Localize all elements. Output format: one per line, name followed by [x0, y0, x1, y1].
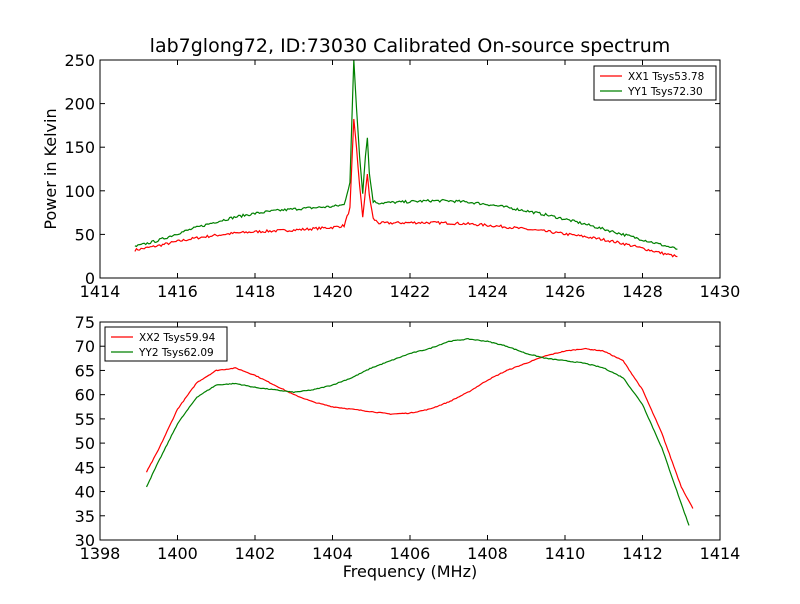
y-tick-label: 150: [64, 138, 95, 157]
series-line-2-1: [145, 347, 694, 509]
y-tick-label: 100: [64, 182, 95, 201]
x-tick-label: 1412: [622, 544, 663, 563]
bottom-x-axis-label: Frequency (MHz): [343, 562, 477, 581]
x-tick-label: 1416: [157, 282, 198, 301]
top-plot-lines: [134, 59, 678, 258]
legend-box: [593, 65, 717, 101]
bottom-plot-lines: [145, 337, 694, 526]
bottom-plot-ticks: 1398 1400 1402 1404 1406 1408 1410 1412 1414 30 35…: [75, 313, 741, 563]
x-tick-label: 1398: [80, 544, 121, 563]
legend-label: XX1 Tsys53.78: [628, 71, 704, 83]
legend-label: YY1 Tsys72.30: [627, 86, 703, 98]
x-tick-label: 1406: [390, 544, 431, 563]
series-line-1-1: [134, 118, 678, 258]
y-tick-label: 30: [75, 531, 95, 550]
x-tick-label: 1430: [700, 282, 741, 301]
x-tick-label: 1408: [467, 544, 508, 563]
y-tick-label: 35: [75, 507, 95, 526]
chart-title: lab7glong72, ID:73030 Calibrated On-sour…: [150, 35, 671, 57]
bottom-legend: XX2 Tsys59.94 YY2 Tsys62.09: [104, 326, 228, 362]
y-tick-label: 45: [75, 458, 95, 477]
x-tick-label: 1428: [622, 282, 663, 301]
legend-box: [104, 326, 228, 362]
y-tick-label: 50: [75, 225, 95, 244]
x-tick-label: 1414: [80, 282, 121, 301]
y-tick-label: 70: [75, 337, 95, 356]
y-tick-label: 60: [75, 386, 95, 405]
legend-label: XX2 Tsys59.94: [139, 332, 216, 344]
x-tick-label: 1410: [545, 544, 586, 563]
top-y-axis-label: Power in Kelvin: [41, 108, 60, 229]
y-tick-label: 40: [75, 483, 95, 502]
x-tick-label: 1418: [235, 282, 276, 301]
y-tick-label: 65: [75, 361, 95, 380]
y-tick-label: 200: [64, 95, 95, 114]
x-tick-label: 1426: [545, 282, 586, 301]
y-tick-label: 0: [85, 269, 95, 288]
x-tick-label: 1414: [700, 544, 741, 563]
x-tick-label: 1402: [235, 544, 276, 563]
x-tick-label: 1420: [312, 282, 353, 301]
top-legend: XX1 Tsys53.78 YY1 Tsys72.30: [593, 65, 717, 101]
y-tick-label: 75: [75, 313, 95, 332]
x-tick-label: 1400: [157, 544, 198, 563]
series-line-2-2: [145, 337, 690, 526]
y-tick-label: 250: [64, 51, 95, 70]
y-tick-label: 55: [75, 410, 95, 429]
x-tick-label: 1424: [467, 282, 508, 301]
legend-label: YY2 Tsys62.09: [138, 347, 214, 359]
y-tick-label: 50: [75, 434, 95, 453]
x-tick-label: 1422: [390, 282, 431, 301]
top-plot-ticks: 1414 1416 1418 1420 1422 1424 1426 1428 1430 0 50 1…: [64, 51, 740, 301]
series-line-1-2: [134, 59, 678, 250]
x-tick-label: 1404: [312, 544, 353, 563]
